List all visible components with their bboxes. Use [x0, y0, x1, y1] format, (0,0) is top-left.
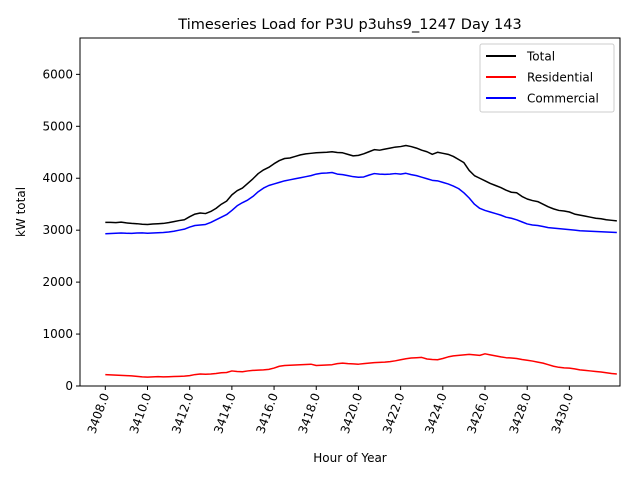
- y-tick-label: 2000: [42, 275, 73, 289]
- x-axis-label: Hour of Year: [313, 451, 387, 465]
- y-tick-label: 3000: [42, 223, 73, 237]
- plot-area: [79, 37, 621, 387]
- y-axis-label: kW total: [14, 187, 28, 237]
- y-tick-label: 6000: [42, 67, 73, 81]
- y-tick-label: 0: [65, 379, 73, 393]
- y-axis: 0 1000 2000 3000 4000 5000 6000: [42, 67, 80, 393]
- series-line-residential: [105, 353, 617, 378]
- legend: Total Residential Commercial: [479, 43, 615, 113]
- y-tick-label: 5000: [42, 119, 73, 133]
- series-layer: [105, 144, 617, 378]
- legend-label-residential: Residential: [527, 71, 593, 85]
- axes-frame: [79, 37, 621, 387]
- chart-title: Timeseries Load for P3U p3uhs9_1247 Day …: [177, 17, 521, 33]
- y-tick-label: 1000: [42, 327, 73, 341]
- series-line-total: [105, 144, 617, 226]
- legend-label-commercial: Commercial: [527, 92, 599, 106]
- series-line-commercial: [105, 171, 617, 235]
- y-tick-label: 4000: [42, 171, 73, 185]
- legend-label-total: Total: [526, 50, 555, 64]
- legend-box: [479, 43, 615, 113]
